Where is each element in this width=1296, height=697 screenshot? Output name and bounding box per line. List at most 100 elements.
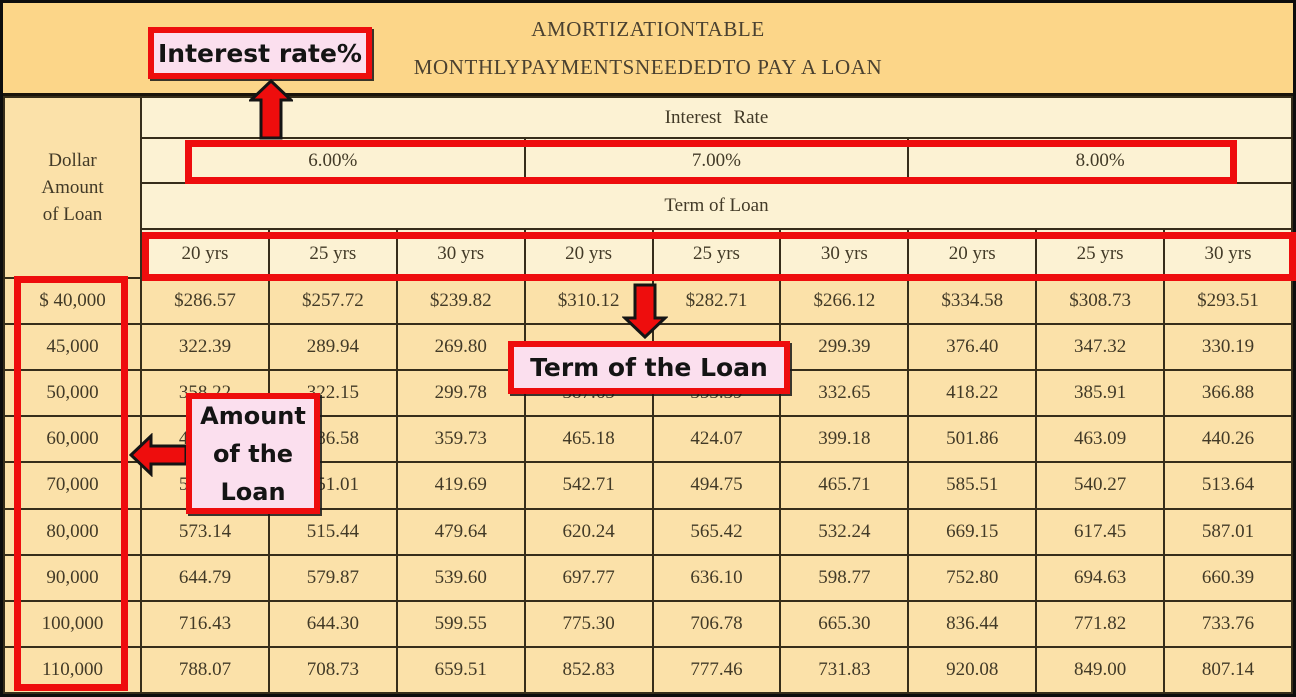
term-of-loan-row: Term of Loan: [4, 182, 1293, 230]
payment-cell: $257.72: [267, 276, 398, 326]
term-column-header-cell: 25 yrs: [651, 228, 782, 279]
payment-cell: 573.14: [140, 507, 270, 556]
payment-cell: 617.45: [1035, 507, 1165, 556]
loan-amount-cell: 70,000: [3, 461, 142, 510]
payment-cell: 777.46: [651, 645, 782, 695]
rate-header-cell: 7.00%: [523, 137, 910, 184]
payment-cell: 731.83: [779, 645, 910, 695]
loan-amount-cell: 110,000: [3, 645, 142, 695]
payment-cell: 399.18: [779, 415, 910, 464]
payment-cell: 644.30: [267, 599, 398, 648]
payment-cell: 733.76: [1163, 599, 1293, 648]
corner-header-line: of Loan: [42, 204, 103, 225]
table-row: 80,000 573.14 515.44 479.64 620.24 565.42 532.…: [3, 507, 1293, 556]
payment-cell: 587.01: [1163, 507, 1293, 556]
term-header: Term of Loan: [140, 182, 1293, 230]
payment-cell: 501.86: [907, 415, 1038, 464]
loan-amount-cell: 50,000: [3, 369, 142, 418]
interest-rate-callout-label: Interest rate%: [158, 38, 362, 68]
payment-cell: 418.22: [907, 369, 1038, 418]
term-column-header-cell: 25 yrs: [267, 228, 398, 279]
payment-cell: 440.26: [1163, 415, 1293, 464]
payment-cell: $239.82: [395, 276, 526, 326]
payment-cell: 706.78: [651, 599, 782, 648]
corner-header-line: Dollar: [48, 150, 97, 171]
payment-cell: 669.15: [907, 507, 1038, 556]
term-column-header-cell: 20 yrs: [907, 228, 1038, 279]
term-column-header-cell: 30 yrs: [1163, 228, 1293, 279]
payment-cell: 366.88: [1163, 369, 1293, 418]
payment-cell: 565.42: [651, 507, 782, 556]
payment-cell: 419.69: [395, 461, 526, 510]
term-column-header-cell: 30 yrs: [395, 228, 526, 279]
payment-cell: 788.07: [140, 645, 270, 695]
payment-cell: 694.63: [1035, 553, 1165, 602]
rate-values-row: 6.00% 7.00% 8.00%: [4, 137, 1293, 184]
payment-cell: 775.30: [523, 599, 654, 648]
loan-amount-cell: 80,000: [3, 507, 142, 556]
rate-header-cell: 6.00%: [140, 137, 526, 184]
table-row: 90,000 644.79 579.87 539.60 697.77 636.10 598.…: [3, 553, 1293, 602]
payment-cell: 424.07: [651, 415, 782, 464]
interest-rate-callout: Interest rate%: [148, 27, 372, 79]
payment-cell: 771.82: [1035, 599, 1165, 648]
payment-cell: 515.44: [267, 507, 398, 556]
payment-cell: 330.19: [1163, 323, 1293, 372]
amount-callout-line-1: Amount: [200, 401, 306, 430]
payment-cell: 585.51: [907, 461, 1038, 510]
corner-header-line: Amount: [41, 177, 104, 198]
payment-cell: 332.65: [779, 369, 910, 418]
payment-cell: 385.91: [1035, 369, 1165, 418]
payment-cell: 532.24: [779, 507, 910, 556]
payment-cell: 465.71: [779, 461, 910, 510]
payment-cell: 289.94: [267, 323, 398, 372]
payment-cell: 322.15: [267, 369, 398, 418]
interest-rate-row: Dollar Amount of Loan Interest Rate: [3, 96, 1293, 279]
payment-cell: 299.78: [395, 369, 526, 418]
payment-cell: 644.79: [140, 553, 270, 602]
payment-cell: 708.73: [267, 645, 398, 695]
payment-cell: $334.58: [907, 276, 1038, 326]
payment-cell: 347.32: [1035, 323, 1165, 372]
payment-cell: $266.12: [779, 276, 910, 326]
payment-cell: 359.73: [395, 415, 526, 464]
term-of-loan-callout-label: Term of the Loan: [530, 353, 768, 382]
payment-cell: 920.08: [907, 645, 1038, 695]
payment-cell: 463.09: [1035, 415, 1165, 464]
payment-cell: 620.24: [523, 507, 654, 556]
table-row: 110,000 788.07 708.73 659.51 852.83 777.46 731…: [3, 645, 1293, 695]
loan-amount-cell: 45,000: [3, 323, 142, 372]
payment-cell: 513.64: [1163, 461, 1293, 510]
rate-header-cell: 8.00%: [907, 137, 1293, 184]
payment-cell: $308.73: [1035, 276, 1165, 326]
payment-cell: 539.60: [395, 553, 526, 602]
amount-callout-line-3: Loan: [220, 477, 286, 506]
payment-cell: 269.80: [395, 323, 526, 372]
payment-cell: 542.71: [523, 461, 654, 510]
loan-amount-cell: $ 40,000: [3, 276, 142, 326]
payment-cell: 849.00: [1035, 645, 1165, 695]
term-column-header-cell: 30 yrs: [779, 228, 910, 279]
payment-cell: 599.55: [395, 599, 526, 648]
loan-amount-cell: 90,000: [3, 553, 142, 602]
table-row: 100,000 716.43 644.30 599.55 775.30 706.78 665…: [3, 599, 1293, 648]
title-line-1: AMORTIZATIONTABLE: [531, 16, 765, 41]
payment-cell: 322.39: [140, 323, 270, 372]
payment-cell: 660.39: [1163, 553, 1293, 602]
corner-header: Dollar Amount of Loan: [3, 96, 142, 279]
payment-cell: 299.39: [779, 323, 910, 372]
payment-cell: 697.77: [523, 553, 654, 602]
amount-of-loan-callout: Amount of the Loan: [186, 393, 320, 514]
payment-cell: 479.64: [395, 507, 526, 556]
payment-cell: 465.18: [523, 415, 654, 464]
payment-cell: $286.57: [140, 276, 270, 326]
payment-cell: 598.77: [779, 553, 910, 602]
payment-cell: 376.40: [907, 323, 1038, 372]
payment-cell: 665.30: [779, 599, 910, 648]
payment-cell: 852.83: [523, 645, 654, 695]
term-column-header-cell: 25 yrs: [1035, 228, 1165, 279]
payment-cell: 716.43: [140, 599, 270, 648]
term-columns-row: 20 yrs 25 yrs 30 yrs 20 yrs 25 yrs 30 yrs 20 y…: [4, 228, 1293, 279]
payment-cell: 752.80: [907, 553, 1038, 602]
table-row: $ 40,000 $286.57 $257.72 $239.82 $310.12 $282…: [3, 276, 1293, 326]
